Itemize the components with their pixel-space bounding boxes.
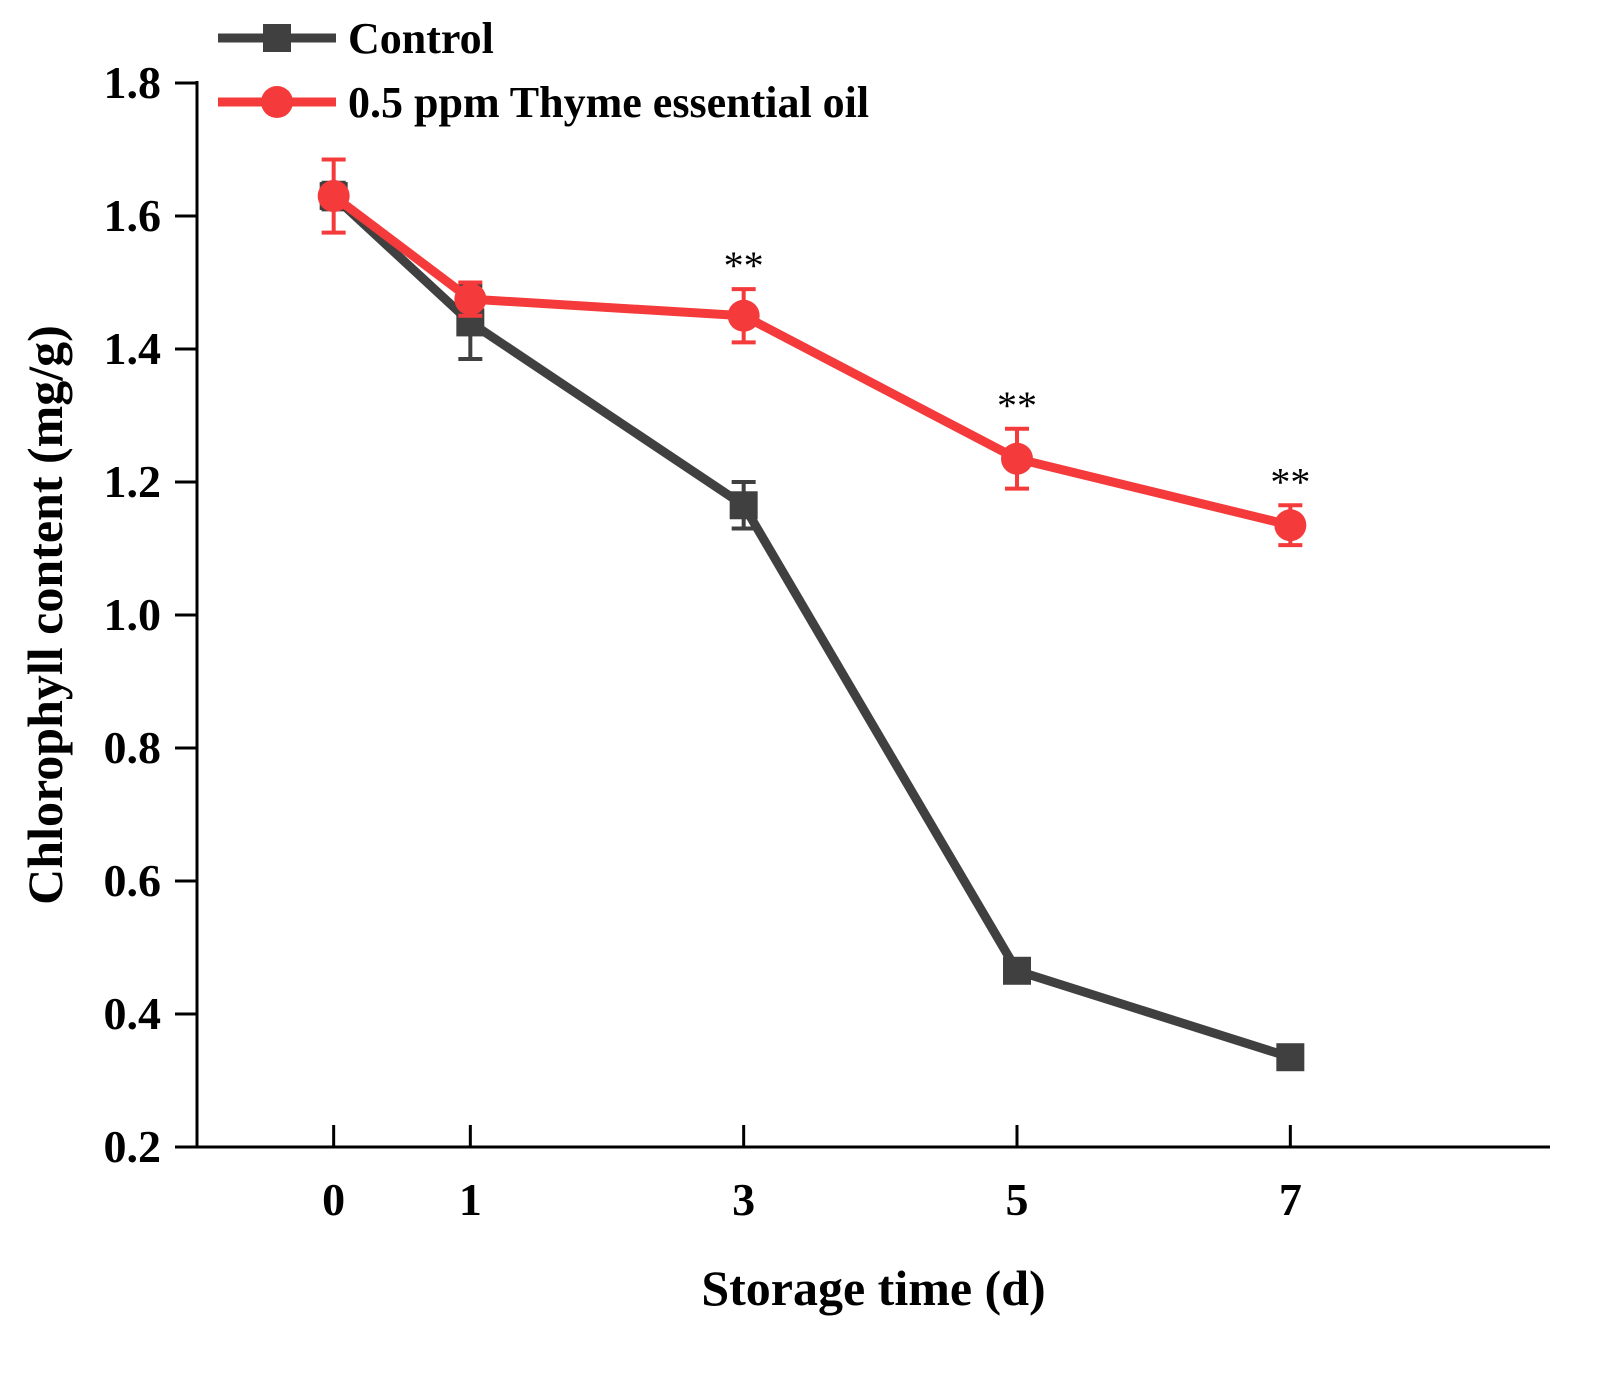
x-tick-label: 5 (1006, 1174, 1029, 1225)
data-point (317, 180, 350, 213)
y-tick-label: 1.4 (104, 323, 162, 374)
legend-marker (261, 86, 293, 118)
y-tick-label: 1.6 (104, 190, 162, 241)
data-point (729, 491, 758, 520)
data-point (454, 283, 487, 316)
data-point (1274, 509, 1307, 542)
legend-item: Control (218, 14, 494, 63)
x-tick-label: 3 (732, 1174, 755, 1225)
y-tick-label: 0.8 (104, 722, 162, 773)
legend-item: 0.5 ppm Thyme essential oil (218, 78, 869, 127)
y-tick-label: 1.8 (104, 57, 162, 108)
x-tick-label: 1 (459, 1174, 482, 1225)
data-point (727, 299, 760, 332)
significance-label: ** (1270, 459, 1310, 504)
data-point (1003, 956, 1031, 985)
series-layer (317, 157, 1307, 1072)
annotation-layer: ** ** ** (724, 243, 1311, 504)
y-axis-title: Chlorophyll content (mg/g) (17, 325, 73, 905)
y-tick-label: 0.6 (104, 855, 162, 906)
significance-label: ** (997, 383, 1037, 428)
y-tick-label: 1.0 (104, 589, 162, 640)
y-tick-label: 1.2 (104, 456, 162, 507)
significance-label: ** (724, 243, 764, 288)
x-axis-title: Storage time (d) (701, 1260, 1045, 1316)
data-point (1276, 1043, 1305, 1072)
legend: Control 0.5 ppm Thyme essential oil (218, 14, 869, 127)
axes: 0.2 0.4 0.6 0.8 1.0 1.2 1.4 1.6 1.8 0 1 3 5 7 (104, 57, 1550, 1225)
series-thyme-oil (317, 157, 1307, 548)
y-tick-label: 0.4 (104, 988, 162, 1039)
x-tick-label: 7 (1279, 1174, 1302, 1225)
y-tick-label: 0.2 (104, 1121, 162, 1172)
legend-marker (263, 24, 291, 52)
legend-label: Control (348, 14, 494, 63)
data-point (1001, 442, 1033, 475)
legend-label: 0.5 ppm Thyme essential oil (348, 78, 869, 127)
x-tick-label: 0 (322, 1174, 345, 1225)
